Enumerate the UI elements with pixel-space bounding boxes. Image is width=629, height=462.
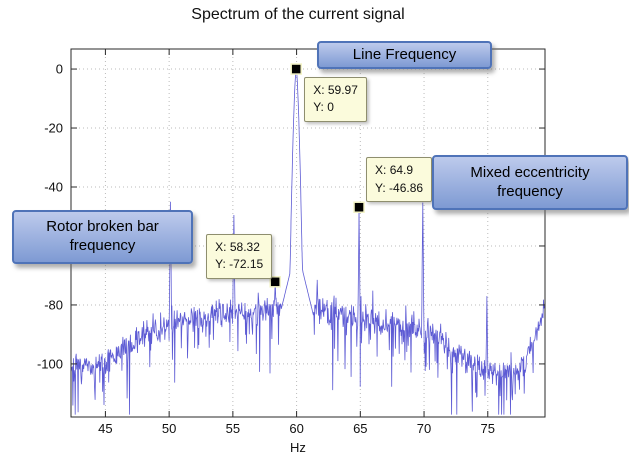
datatip-box[interactable]: X: 64.9 Y: -46.86 — [366, 157, 433, 202]
spectrum-curve — [70, 67, 546, 415]
y-tick-label: -80 — [44, 297, 63, 313]
x-tick-label: 50 — [161, 421, 177, 436]
datatip-marker[interactable] — [353, 201, 365, 213]
x-tick-label: 65 — [353, 421, 368, 436]
datatip-box[interactable]: X: 58.32 Y: -72.15 — [206, 233, 273, 279]
x-tick-label: 60 — [289, 421, 304, 436]
x-tick-label: 70 — [416, 421, 432, 436]
y-tick-label: 0 — [55, 61, 63, 77]
y-tick-label: -40 — [44, 179, 63, 195]
datatip-marker[interactable] — [290, 63, 302, 75]
chart-title: Spectrum of the current signal — [191, 6, 405, 23]
datatip-marker[interactable] — [269, 276, 281, 288]
callout-line-frequency: Line Frequency — [317, 41, 492, 69]
datatip-box[interactable]: X: 59.97 Y: 0 — [304, 77, 367, 122]
datatip-y-value: Y: -72.15 — [215, 257, 264, 272]
callout-rotor-broken-bar-frequency: Rotor broken bar frequency — [12, 210, 193, 264]
y-tick-label: -100 — [36, 356, 63, 372]
x-tick-label: 45 — [98, 421, 113, 436]
datatip-y-value: Y: -46.86 — [375, 180, 424, 195]
x-tick-label: 75 — [480, 421, 495, 436]
datatip-x-value: X: 59.97 — [313, 83, 358, 98]
callout-mixed-eccentricity-frequency: Mixed eccentricity frequency — [432, 155, 628, 210]
x-axis-label: Hz — [290, 440, 306, 455]
x-tick-label: 55 — [225, 421, 241, 436]
datatip-y-value: Y: 0 — [313, 100, 334, 115]
datatip-x-value: X: 58.32 — [215, 239, 260, 254]
datatip-markers — [269, 63, 365, 288]
y-tick-label: -20 — [44, 120, 63, 136]
datatip-x-value: X: 64.9 — [375, 163, 414, 178]
